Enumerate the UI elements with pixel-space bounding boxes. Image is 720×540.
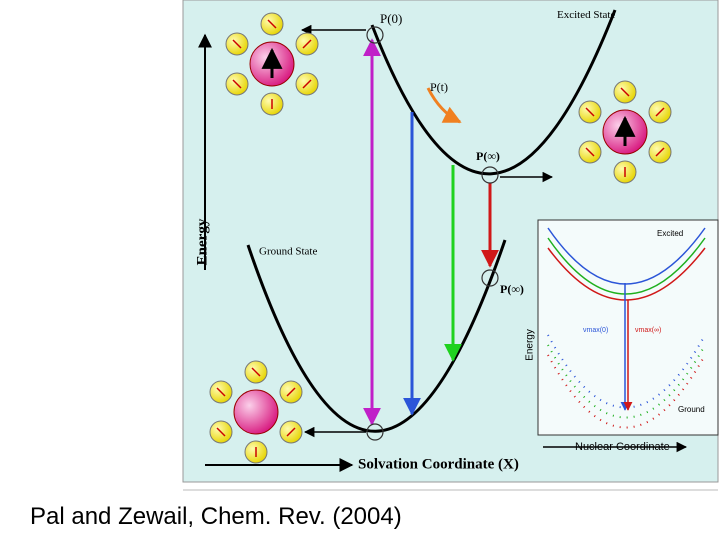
markers [366, 26, 499, 441]
inset-label: νmax(∞) [635, 327, 661, 334]
label: P(t) [430, 80, 448, 94]
ground-curve [246, 239, 507, 433]
x-axis-label: Solvation Coordinate (X) [358, 456, 519, 472]
solvation-cluster [225, 12, 319, 116]
excited-curve [370, 9, 617, 176]
label: Excited State [557, 9, 615, 21]
label: P(∞) [500, 282, 524, 296]
inset-label: Energy [525, 329, 536, 361]
label: P(0) [380, 11, 402, 26]
solvation-cluster [578, 80, 672, 184]
inset-label: Excited [657, 229, 683, 238]
inset-label: Ground [678, 405, 705, 414]
figure: Energy Solvation Coordinate (X) P(0) Exc… [182, 0, 719, 491]
inset-x-label: Nuclear Coordinate [575, 441, 670, 453]
label: Ground State [259, 246, 317, 258]
inset-label: νmax(0) [583, 327, 608, 334]
label: P(∞) [476, 149, 500, 163]
y-axis-label: Energy [194, 218, 210, 265]
pt-arrow [426, 87, 462, 124]
caption: Pal and Zewail, Chem. Rev. (2004) [30, 503, 402, 530]
solvation-cluster [209, 360, 303, 464]
